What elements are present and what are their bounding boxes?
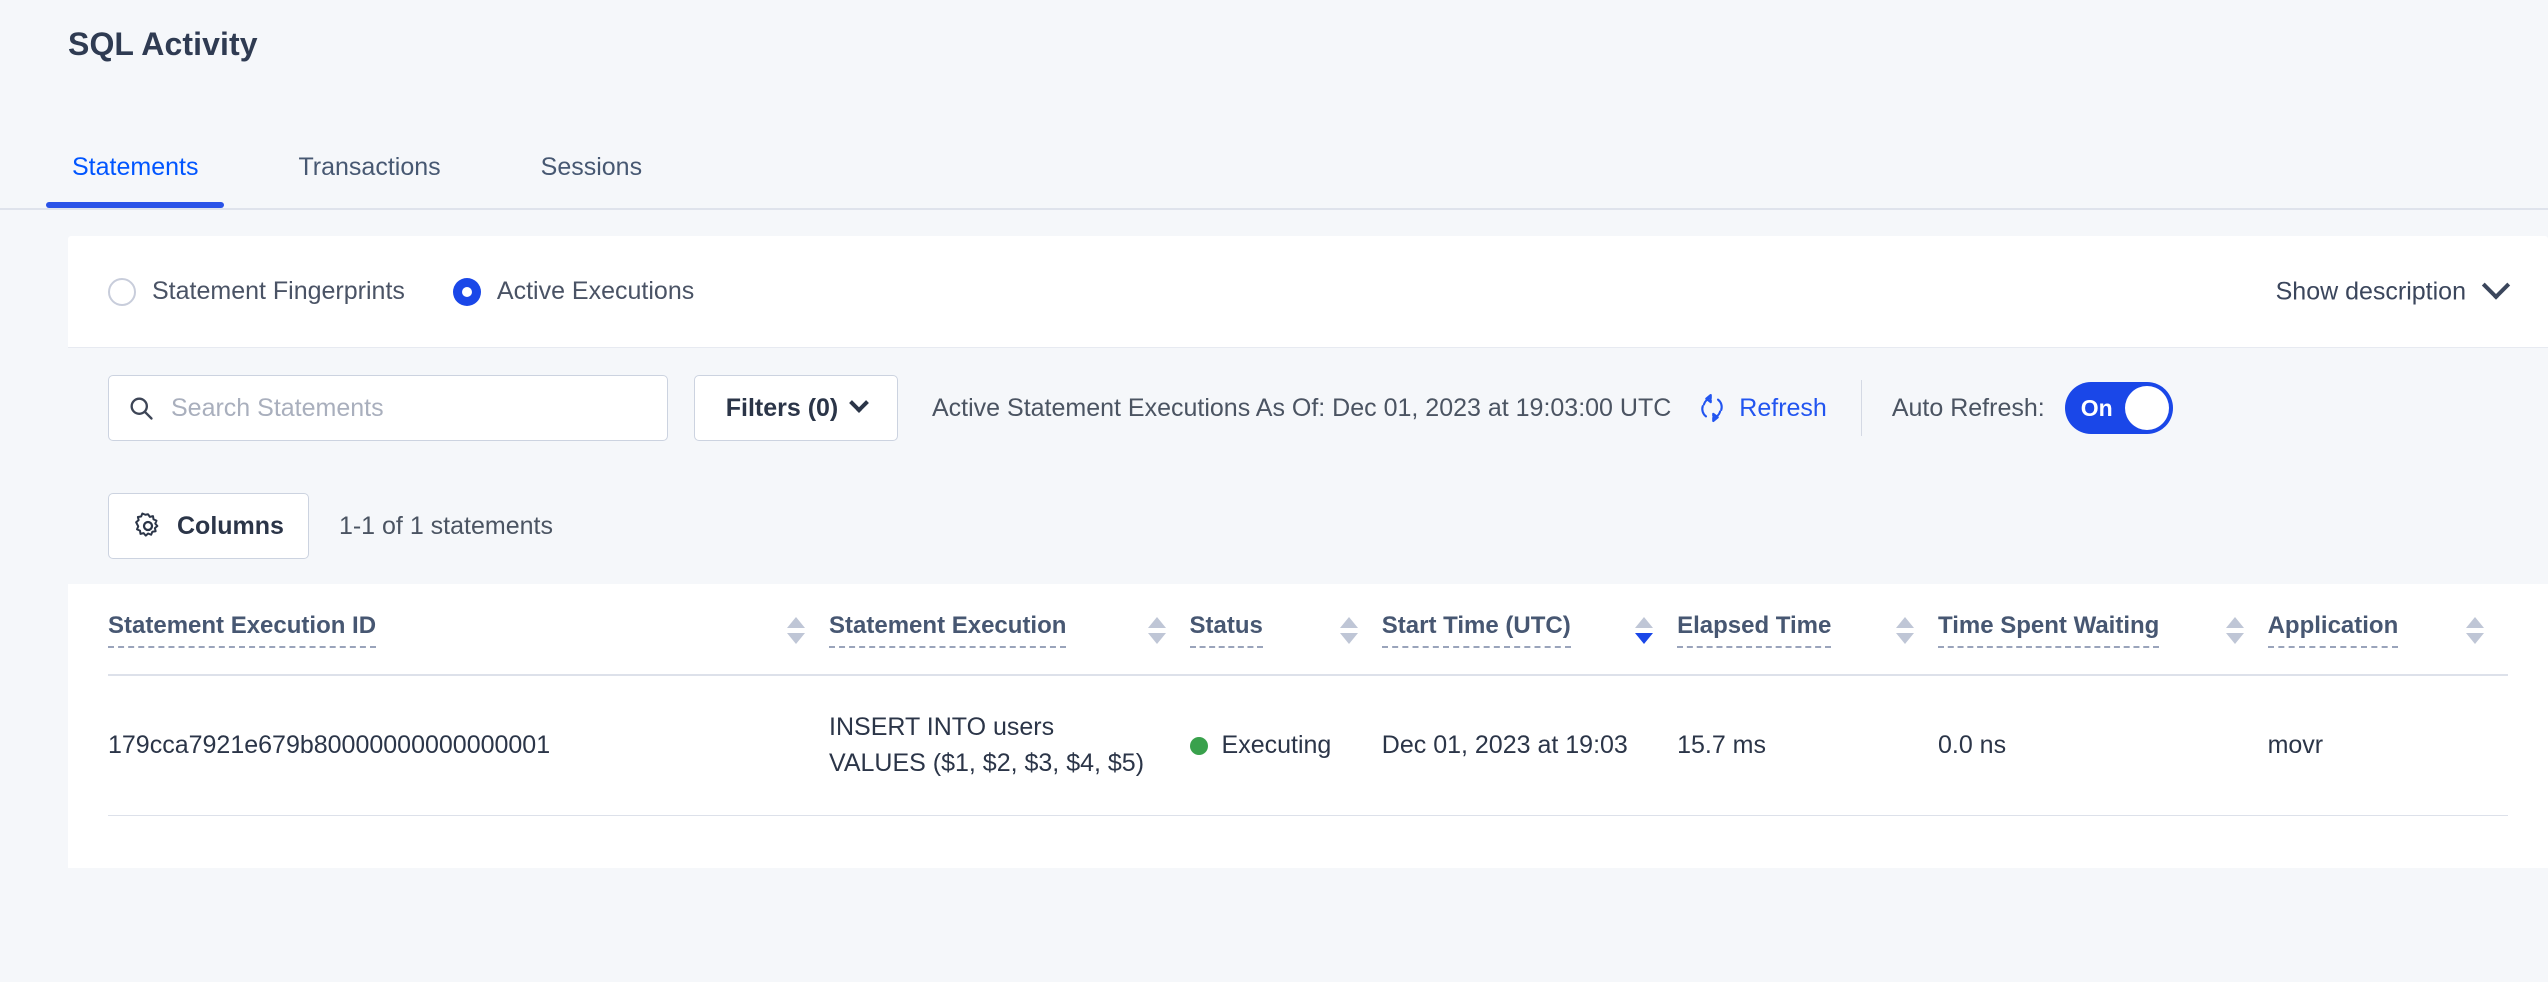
column-header-status[interactable]: Status: [1189, 584, 1382, 676]
filter-toolbar: Filters (0) Active Statement Executions …: [68, 348, 2548, 468]
tab-transactions[interactable]: Transactions: [298, 153, 441, 181]
auto-refresh-toggle[interactable]: On: [2064, 382, 2173, 434]
column-header-elapsed-time[interactable]: Elapsed Time: [1677, 584, 1938, 676]
page-title: SQL Activity: [68, 26, 258, 62]
radio-active-executions[interactable]: Active Executions: [452, 277, 695, 306]
column-label: Elapsed Time: [1677, 612, 1832, 648]
tab-underline: [0, 208, 2548, 210]
sort-desc-icon: [1147, 632, 1166, 644]
refresh-label: Refresh: [1739, 393, 1827, 422]
auto-refresh-label: Auto Refresh:: [1891, 393, 2045, 422]
view-radio-group: Statement Fingerprints Active Executions: [108, 277, 742, 306]
column-header-time-spent-waiting[interactable]: Time Spent Waiting: [1937, 584, 2268, 676]
column-header-application[interactable]: Application: [2267, 584, 2508, 676]
cell-status: Executing: [1189, 675, 1382, 816]
sort-toggle-time-spent-waiting[interactable]: [2225, 616, 2244, 644]
radio-label-fingerprints: Statement Fingerprints: [152, 277, 405, 305]
sort-toggle-statement-execution[interactable]: [1147, 616, 1166, 644]
column-label: Statement Execution ID: [108, 612, 377, 648]
status-label: Executing: [1221, 731, 1332, 759]
filters-button-label: Filters (0): [725, 393, 839, 422]
chevron-down-icon: [849, 393, 870, 413]
toggle-knob: [2124, 386, 2169, 430]
search-statements-box[interactable]: [108, 375, 668, 441]
cell-statement[interactable]: INSERT INTO users VALUES ($1, $2, $3, $4…: [829, 675, 1190, 816]
filters-button[interactable]: Filters (0): [694, 375, 898, 441]
auto-refresh-state: On: [2080, 394, 2113, 421]
radio-circle-icon: [108, 277, 136, 306]
sort-desc-icon: [2225, 632, 2244, 644]
view-toggle-bar: Statement Fingerprints Active Executions…: [68, 236, 2548, 348]
column-label: Time Spent Waiting: [1937, 612, 2160, 648]
sort-desc-icon: [1339, 632, 1358, 644]
sort-asc-icon: [2466, 616, 2484, 628]
chevron-down-icon: [2481, 271, 2511, 300]
sort-desc-icon: [1895, 632, 1914, 644]
columns-button-label: Columns: [177, 511, 284, 540]
sort-asc-icon: [1339, 616, 1358, 628]
column-header-statement-execution[interactable]: Statement Execution: [829, 584, 1190, 676]
radio-circle-selected-icon: [452, 277, 481, 306]
sort-asc-icon: [787, 616, 806, 628]
cell-elapsed-time: 15.7 ms: [1677, 675, 1938, 816]
as-of-timestamp: Active Statement Executions As Of: Dec 0…: [932, 393, 1672, 422]
sort-asc-icon: [1895, 616, 1914, 628]
sort-asc-icon: [2225, 616, 2244, 628]
sort-toggle-statement-execution-id[interactable]: [787, 616, 806, 644]
sort-desc-icon: [787, 632, 806, 644]
status-dot-icon: [1189, 736, 1208, 755]
gear-icon: [135, 512, 159, 537]
toolbar-divider: [1860, 380, 1862, 436]
column-header-statement-execution-id[interactable]: Statement Execution ID: [108, 584, 830, 676]
radio-statement-fingerprints[interactable]: Statement Fingerprints: [108, 277, 405, 306]
column-label: Statement Execution: [829, 612, 1067, 648]
sort-asc-icon: [1147, 616, 1166, 628]
tab-bar: Statements Transactions Sessions: [45, 132, 742, 208]
tab-statements[interactable]: Statements: [45, 153, 226, 208]
sort-toggle-start-time[interactable]: [1635, 616, 1654, 644]
statements-table-wrap: Statement Execution ID Statement Executi…: [68, 584, 2548, 816]
column-label: Start Time (UTC): [1381, 612, 1571, 648]
refresh-button[interactable]: Refresh: [1697, 393, 1827, 423]
search-icon: [130, 397, 153, 420]
table-controls-bar: Columns 1-1 of 1 statements: [68, 468, 2548, 584]
card-footer: [68, 816, 2548, 868]
cell-application: movr: [2267, 675, 2508, 816]
result-count: 1-1 of 1 statements: [338, 511, 553, 540]
column-header-start-time[interactable]: Start Time (UTC): [1381, 584, 1678, 676]
statements-table: Statement Execution ID Statement Executi…: [108, 584, 2508, 816]
sort-toggle-application[interactable]: [2466, 616, 2484, 644]
search-input[interactable]: [171, 393, 649, 423]
tab-sessions[interactable]: Sessions: [540, 153, 643, 181]
cell-time-spent-waiting: 0.0 ns: [1937, 675, 2268, 816]
sort-toggle-status[interactable]: [1339, 616, 1358, 644]
sort-desc-icon: [2466, 632, 2484, 644]
table-row[interactable]: 179cca7921e679b80000000000000001 INSERT …: [108, 675, 2508, 816]
cell-execution-id: 179cca7921e679b80000000000000001: [108, 675, 830, 816]
show-description-toggle[interactable]: Show description: [2275, 271, 2511, 306]
sort-asc-icon: [1635, 616, 1654, 628]
radio-label-active-executions: Active Executions: [496, 277, 695, 305]
table-body: 179cca7921e679b80000000000000001 INSERT …: [108, 675, 2508, 816]
statements-card: Statement Fingerprints Active Executions…: [68, 236, 2548, 868]
column-label: Application: [2267, 612, 2399, 648]
sort-desc-icon-active: [1635, 632, 1654, 644]
columns-button[interactable]: Columns: [108, 493, 309, 559]
column-label: Status: [1189, 612, 1263, 648]
sort-toggle-elapsed-time[interactable]: [1895, 616, 1914, 644]
table-header-row: Statement Execution ID Statement Executi…: [108, 584, 2508, 676]
table-header: Statement Execution ID Statement Executi…: [108, 584, 2508, 676]
show-description-label: Show description: [2275, 277, 2466, 305]
refresh-icon: [1701, 393, 1724, 423]
cell-start-time: Dec 01, 2023 at 19:03: [1381, 675, 1678, 816]
